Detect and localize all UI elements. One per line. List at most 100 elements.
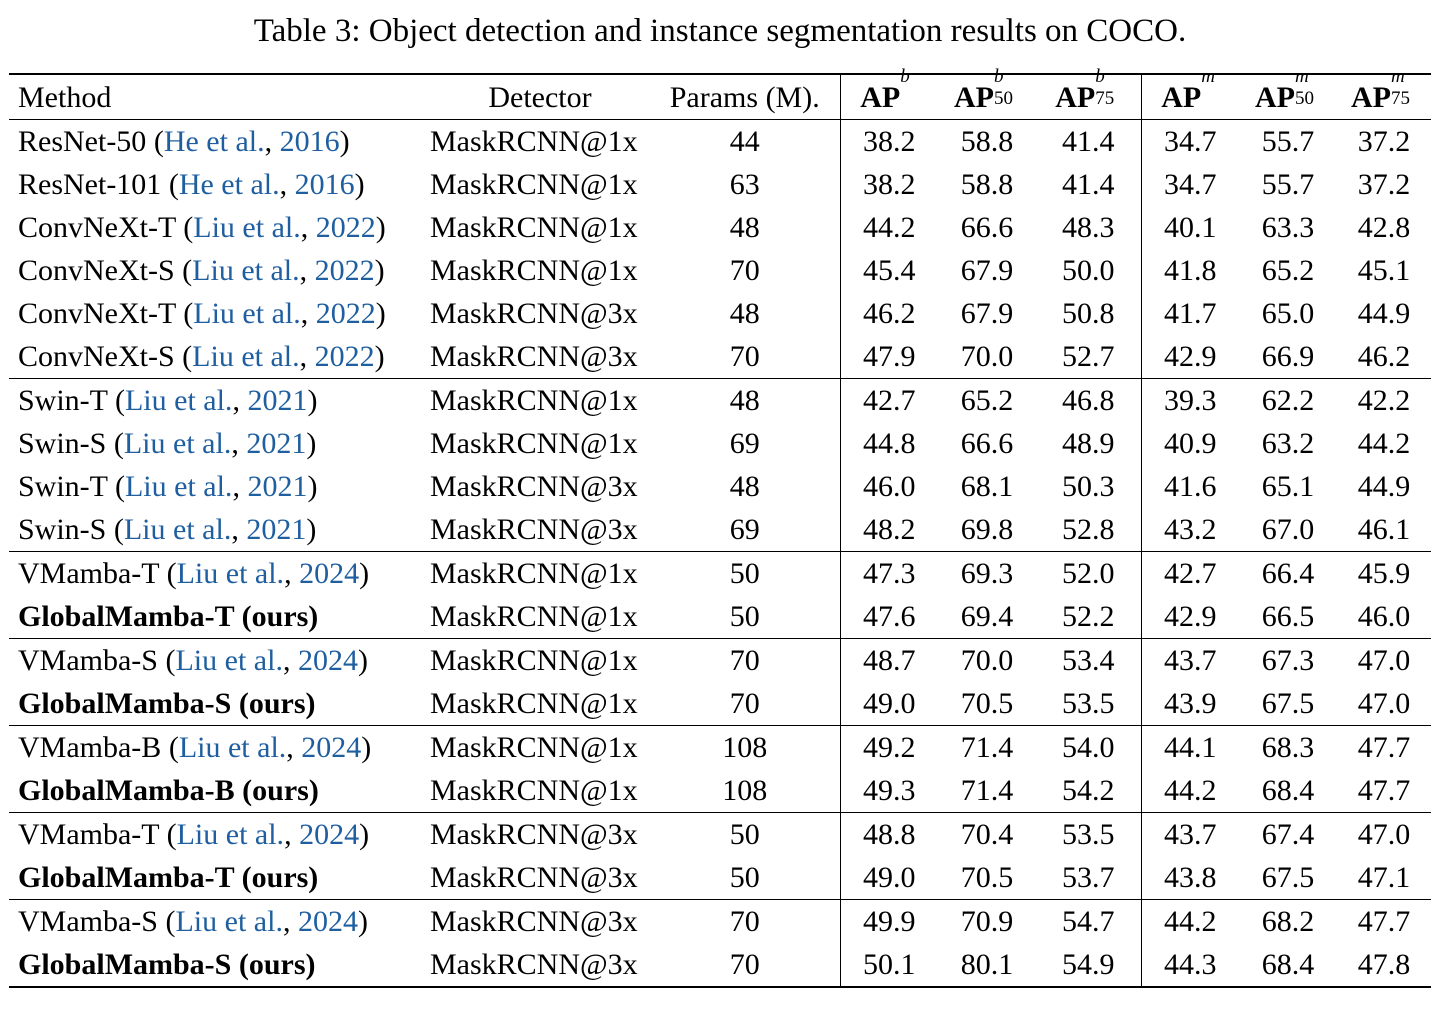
ap-superscript: b — [994, 65, 1004, 87]
ap-superscript: b — [1095, 65, 1105, 87]
method-cell: Swin-T (Liu et al., 2021) — [9, 378, 422, 422]
metric-cell: 41.4 — [1062, 168, 1115, 201]
citation-year-link[interactable]: 2016 — [294, 168, 355, 201]
metric-cell: 42.8 — [1357, 211, 1411, 244]
method-cell: ConvNeXt-S (Liu et al., 2022) — [18, 254, 385, 287]
header-apb: AP b — [839, 66, 938, 120]
citation-author-link[interactable]: He et al. — [178, 168, 280, 201]
metric-cell: 53.4 — [1036, 638, 1141, 682]
metric-cell: 44.9 — [1357, 297, 1411, 330]
method-cell: Swin-S (Liu et al., 2021) — [18, 427, 317, 460]
params-cell: 69 — [729, 513, 760, 546]
ap-subscript: 75 — [1095, 87, 1115, 109]
detector-cell: MaskRCNN@1x — [430, 168, 638, 201]
metric-cell: 45.4 — [839, 249, 938, 292]
citation-author-link[interactable]: Liu et al. — [124, 384, 233, 417]
citation-author-link[interactable]: Liu et al. — [193, 211, 301, 244]
citation-author-link[interactable]: He et al. — [163, 125, 265, 158]
metric-cell: 49.9 — [839, 899, 938, 943]
method-name: Swin-T — [18, 470, 108, 503]
params-cell: 63 — [729, 168, 760, 201]
citation-year-link[interactable]: 2022 — [315, 211, 376, 244]
citation-author-link[interactable]: Liu et al. — [123, 513, 232, 546]
metric-cell: 47.7 — [1337, 725, 1431, 769]
citation-year-link[interactable]: 2024 — [297, 644, 358, 677]
metric-cell: 42.7 — [839, 378, 938, 422]
header-apb50: AP b 50 — [938, 66, 1036, 120]
header-apm50: AP m 50 — [1239, 66, 1337, 120]
metric-cell: 67.0 — [1261, 513, 1315, 546]
citation-author-link[interactable]: Liu et al. — [175, 644, 283, 677]
metric-cell: 50.8 — [1062, 297, 1115, 330]
method-cell: ConvNeXt-T (Liu et al., 2022) — [18, 211, 386, 244]
citation-year-link[interactable]: 2022 — [314, 340, 375, 373]
metric-cell: 47.7 — [1337, 899, 1431, 943]
method-name: ConvNeXt-S — [18, 254, 175, 287]
method-cell: ResNet-50 (He et al., 2016) — [18, 125, 350, 158]
params-cell: 48 — [729, 297, 760, 330]
header-apm75: AP m 75 — [1337, 66, 1431, 120]
metric-cell: 71.4 — [938, 725, 1036, 769]
metric-cell: 46.2 — [1357, 340, 1411, 373]
metric-cell: 66.6 — [960, 427, 1014, 460]
citation-author-link[interactable]: Liu et al. — [176, 818, 285, 851]
citation-year-link[interactable]: 2021 — [247, 470, 308, 503]
metric-cell: 40.9 — [1140, 422, 1239, 465]
citation-year-link[interactable]: 2021 — [246, 427, 307, 460]
metric-cell: 54.9 — [1062, 948, 1115, 981]
metric-cell: 47.0 — [1357, 687, 1411, 720]
metric-cell: 65.1 — [1261, 470, 1315, 503]
metric-cell: 54.0 — [1036, 725, 1141, 769]
method-cell: Swin-S (Liu et al., 2021) — [18, 513, 317, 546]
citation-year-link[interactable]: 2022 — [315, 297, 376, 330]
citation-author-link[interactable]: Liu et al. — [193, 297, 301, 330]
citation-year-link[interactable]: 2024 — [299, 818, 360, 851]
method-cell: VMamba-S (Liu et al., 2024) — [9, 638, 422, 682]
metric-cell: 50.0 — [1062, 254, 1115, 287]
ap-base: AP — [860, 80, 901, 114]
citation-author-link[interactable]: Liu et al. — [192, 340, 300, 373]
citation-year-link[interactable]: 2024 — [299, 557, 360, 590]
params-cell: 50 — [650, 812, 840, 856]
metric-cell: 47.1 — [1357, 861, 1411, 894]
citation-author-link[interactable]: Liu et al. — [178, 731, 287, 764]
metric-cell: 47.7 — [1357, 774, 1411, 807]
header-apm: AP m — [1140, 66, 1239, 120]
citation-year-link[interactable]: 2024 — [301, 731, 362, 764]
citation-year-link[interactable]: 2016 — [279, 125, 340, 158]
metric-cell: 67.5 — [1261, 687, 1315, 720]
table-row: ConvNeXt-S (Liu et al., 2022) MaskRCNN@1x… — [9, 249, 1431, 292]
ap-base: AP — [954, 80, 994, 114]
table-row: ConvNeXt-T (Liu et al., 2022) MaskRCNN@3x… — [9, 292, 1431, 335]
citation-author-link[interactable]: Liu et al. — [192, 254, 300, 287]
metric-cell: 38.2 — [839, 163, 938, 206]
method-name: Swin-S — [18, 427, 107, 460]
citation-year-link[interactable]: 2024 — [297, 905, 358, 938]
metric-cell: 65.2 — [1261, 254, 1315, 287]
method-cell: VMamba-T (Liu et al., 2024) — [9, 812, 422, 856]
ap-base: AP — [1161, 80, 1202, 114]
method-name: VMamba-S — [18, 905, 158, 938]
citation-author-link[interactable]: Liu et al. — [124, 470, 233, 503]
citation-year-link[interactable]: 2021 — [247, 384, 308, 417]
detector-cell: MaskRCNN@1x — [422, 725, 650, 769]
metric-cell: 42.2 — [1337, 378, 1431, 422]
table-row: Swin-T (Liu et al., 2021) MaskRCNN@3x 48 46… — [9, 465, 1431, 508]
citation-author-link[interactable]: Liu et al. — [123, 427, 232, 460]
citation-author-link[interactable]: Liu et al. — [175, 905, 283, 938]
table-row: GlobalMamba-S (ours) MaskRCNN@3x 70 50.1 80.… — [9, 943, 1431, 987]
metric-cell: 69.8 — [960, 513, 1014, 546]
citation-year-link[interactable]: 2021 — [246, 513, 307, 546]
metric-cell: 65.2 — [938, 378, 1036, 422]
citation-year-link[interactable]: 2022 — [314, 254, 375, 287]
detector-cell: MaskRCNN@1x — [430, 774, 638, 807]
metric-cell: 53.5 — [1062, 687, 1115, 720]
metric-cell: 38.2 — [839, 119, 938, 163]
metric-cell: 44.1 — [1140, 725, 1239, 769]
metric-cell: 41.7 — [1140, 292, 1239, 335]
params-cell: 48 — [729, 211, 760, 244]
citation-author-link[interactable]: Liu et al. — [176, 557, 285, 590]
metric-cell: 68.4 — [1261, 948, 1315, 981]
table-row: GlobalMamba-T (ours) MaskRCNN@1x 50 47.6 69.… — [9, 595, 1431, 639]
metric-cell: 54.7 — [1036, 899, 1141, 943]
